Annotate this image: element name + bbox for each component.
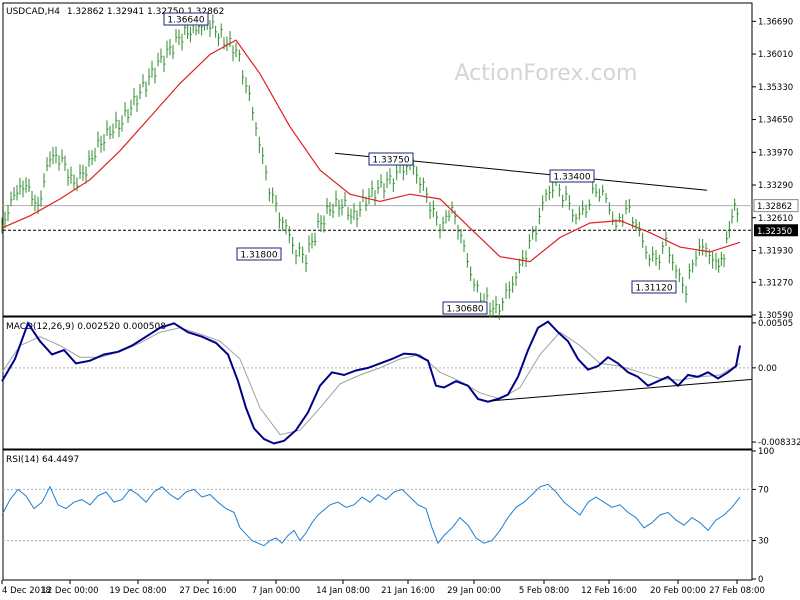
price-ytick-label: 1.33970 — [758, 148, 793, 158]
price-annotation-box — [163, 12, 209, 26]
price-ytick-label: 1.36690 — [758, 17, 793, 27]
macd-panel[interactable] — [2, 316, 753, 450]
price-ytick-label: 1.32610 — [758, 214, 793, 224]
price-annotation-box — [631, 280, 677, 294]
xtick-label: 29 Jan 00:00 — [447, 586, 501, 596]
xtick-label: 12 Feb 16:00 — [581, 586, 637, 596]
price-annotation-label: 1.31120 — [635, 284, 672, 294]
price-ytick-label: 1.35330 — [758, 83, 793, 93]
xtick-label: 14 Jan 08:00 — [316, 586, 370, 596]
price-ytick-label: 1.31930 — [758, 246, 793, 256]
macd-ytick-label: 0.00505 — [758, 319, 793, 329]
macd-title: MACD(12,26,9) 0.002520 0.000508 — [6, 322, 166, 332]
macd-line — [1, 320, 741, 445]
price-annotation-label: 1.31800 — [240, 251, 277, 261]
macd-chart-layer: 0.00505 0.00 -0.008332 — [1, 319, 800, 448]
rsi-ytick-label: 70 — [758, 485, 769, 495]
price-annotation-box — [442, 301, 488, 315]
xtick-label: 12 Dec 00:00 — [41, 586, 98, 596]
support-price-label: 1.32350 — [757, 227, 792, 237]
rsi-title: RSI(14) 64.4497 — [6, 455, 79, 465]
rsi-panel[interactable] — [2, 449, 753, 581]
xtick-label: 19 Dec 08:00 — [109, 586, 166, 596]
rsi-ytick-label: 100 — [758, 447, 774, 457]
current-price-box — [753, 199, 799, 213]
xtick-label: 7 Jan 00:00 — [252, 586, 300, 596]
price-ytick-label: 1.30590 — [758, 311, 793, 321]
price-ytick-label: 1.36010 — [758, 50, 793, 60]
price-ytick-label: 1.31270 — [758, 278, 793, 288]
price-annotation-label: 1.33400 — [553, 173, 590, 183]
watermark: ActionForex.com — [455, 61, 638, 86]
xtick-label: 5 Feb 08:00 — [519, 586, 569, 596]
xtick-label: 27 Dec 16:00 — [179, 586, 236, 596]
price-annotation-label: 1.30680 — [446, 305, 483, 315]
price-chart-layer: 1.36690 1.36010 1.35330 1.34650 1.33970 1.332… — [1, 12, 799, 321]
price-annotation-label: 1.33750 — [372, 156, 409, 166]
macd-ytick-label: 0.00 — [758, 364, 777, 374]
xtick-label: 4 Dec 2018 — [2, 586, 51, 596]
rsi-ytick-label: 30 — [758, 537, 769, 547]
rsi-ytick-label: 0 — [758, 575, 763, 585]
price-annotation-box — [368, 152, 414, 166]
macd-trendline — [491, 378, 753, 402]
price-ytick-label: 1.33290 — [758, 181, 793, 191]
xtick-label: 20 Feb 00:00 — [650, 586, 706, 596]
macd-ytick-label: -0.008332 — [758, 438, 800, 448]
current-price-label: 1.32862 — [757, 202, 792, 212]
xtick-label: 21 Jan 16:00 — [381, 586, 435, 596]
price-annotation-label: 1.36640 — [167, 16, 204, 26]
xtick-label: 27 Feb 08:00 — [709, 586, 765, 596]
price-annotation-box — [236, 247, 282, 261]
support-price-box — [754, 224, 798, 237]
moving-average-line — [1, 39, 741, 263]
rsi-chart-layer: 100 70 30 0 — [1, 447, 774, 585]
rsi-line — [1, 483, 741, 547]
price-ytick-label: 1.34650 — [758, 116, 793, 126]
price-annotation-box — [549, 169, 595, 183]
symbol-label: USDCAD,H4 — [6, 7, 60, 17]
chart-symbol-ohlc: USDCAD,H4 1.32862 1.32941 1.32750 1.3286… — [6, 7, 224, 17]
ohlc-values: 1.32862 1.32941 1.32750 1.32862 — [67, 7, 224, 17]
